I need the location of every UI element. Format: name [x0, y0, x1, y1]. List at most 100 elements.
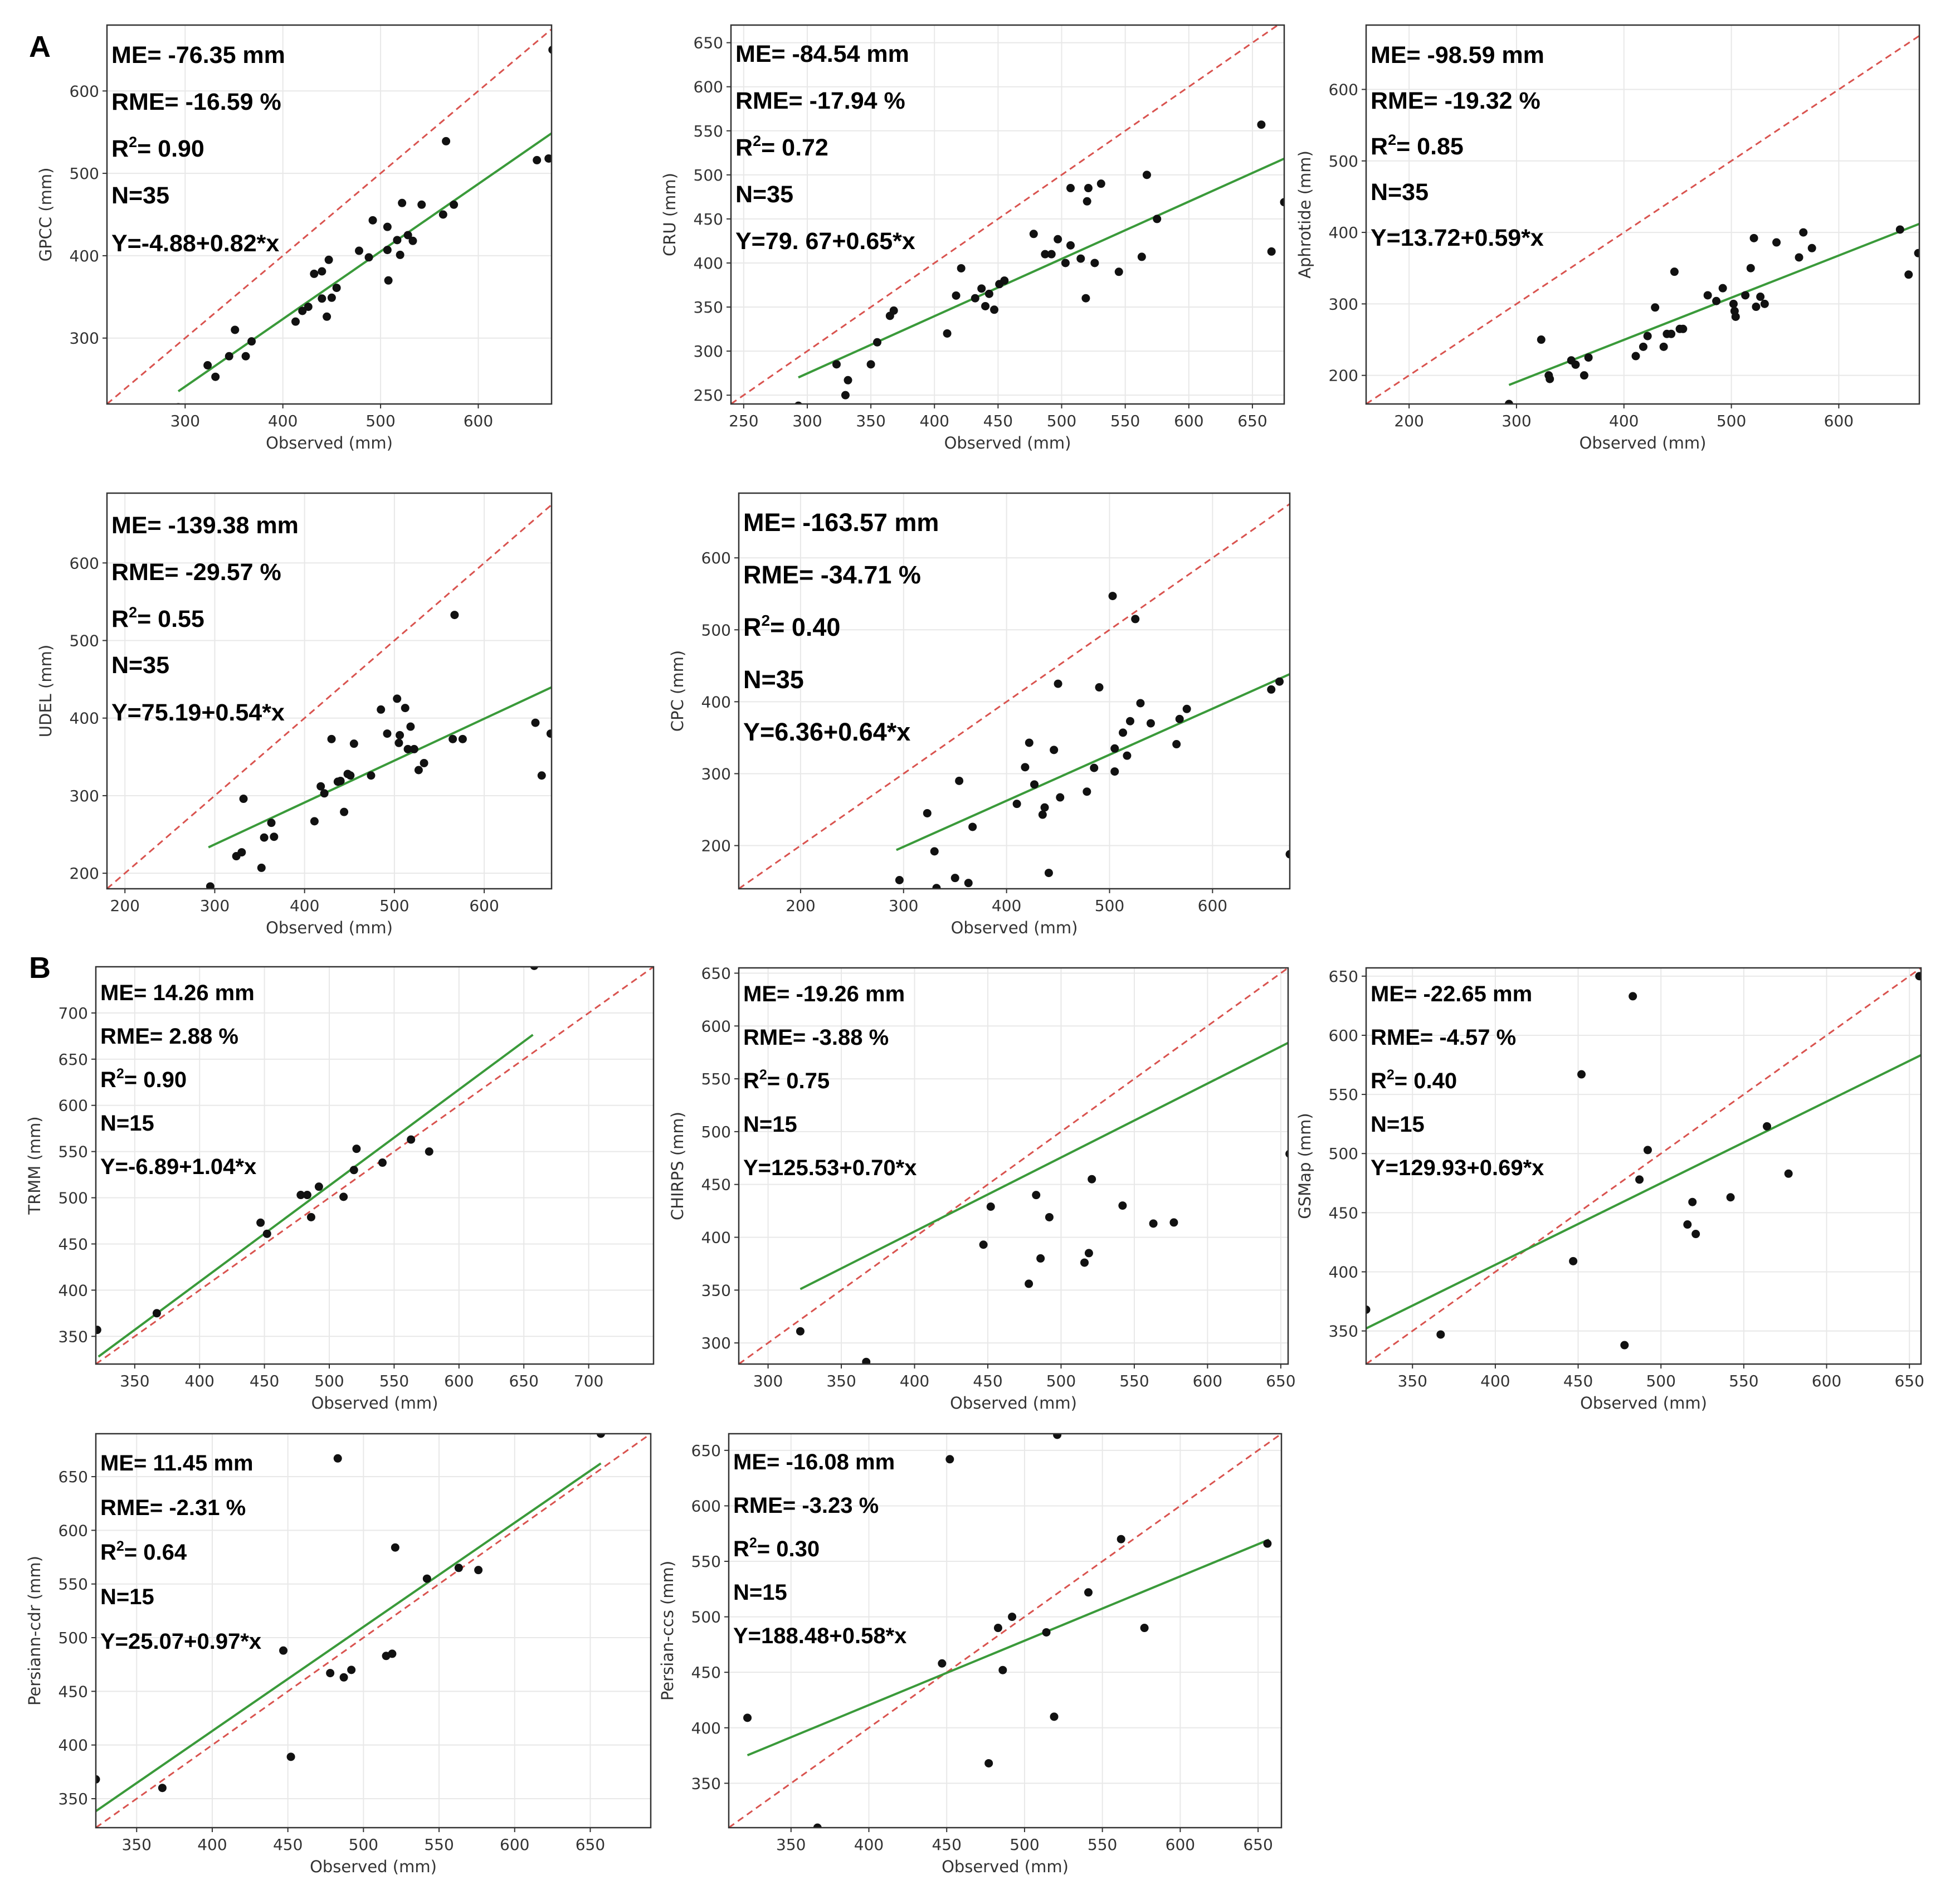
- data-point: [152, 1309, 161, 1318]
- data-point: [393, 236, 402, 245]
- data-point: [955, 776, 964, 785]
- x-tick-label: 500: [1717, 412, 1746, 430]
- data-point: [1036, 1254, 1045, 1263]
- data-point: [1054, 679, 1062, 688]
- subplot-chirps: 300 350 400 450 500 550 600 650 300 350 400 450 500 5…: [668, 964, 1296, 1413]
- x-tick-label: 400: [900, 1372, 929, 1390]
- data-point: [968, 822, 977, 831]
- data-point: [1784, 1169, 1793, 1178]
- one-to-one-line: [739, 503, 1290, 889]
- data-point: [1136, 699, 1145, 708]
- y-tick-label: 500: [691, 1608, 721, 1627]
- data-point: [1746, 264, 1755, 272]
- y-axis-label: Aphrotide (mm): [1295, 150, 1314, 279]
- data-point: [239, 795, 248, 804]
- y-axis-label: CRU (mm): [660, 173, 679, 256]
- data-point: [398, 198, 407, 207]
- data-point: [1025, 1279, 1034, 1288]
- data-point: [310, 817, 319, 826]
- data-point: [1659, 342, 1668, 351]
- y-tick-label: 600: [70, 82, 99, 100]
- regression-line: [177, 132, 552, 392]
- y-tick-label: 400: [701, 1228, 731, 1246]
- data-point: [1146, 719, 1155, 728]
- x-tick-label: 200: [110, 897, 140, 915]
- data-point: [417, 200, 426, 209]
- data-point: [932, 884, 941, 889]
- data-point: [256, 1218, 265, 1227]
- x-axis-label: Observed (mm): [266, 918, 393, 937]
- x-tick-label: 250: [729, 412, 758, 430]
- data-point: [930, 847, 939, 856]
- data-point: [1056, 793, 1065, 802]
- data-point: [1749, 233, 1758, 242]
- stat-me: ME= 11.45 mm: [100, 1451, 254, 1476]
- y-tick-label: 450: [58, 1235, 88, 1253]
- data-point: [938, 1659, 947, 1668]
- data-point: [1914, 249, 1919, 257]
- y-axis-label: Persian-ccs (mm): [658, 1561, 677, 1701]
- data-point: [1175, 714, 1184, 723]
- y-tick-label: 200: [1329, 367, 1358, 385]
- data-point: [1053, 1434, 1062, 1439]
- x-tick-label: 600: [1824, 412, 1854, 430]
- x-tick-label: 450: [973, 1372, 1002, 1390]
- y-tick-label: 350: [58, 1790, 88, 1808]
- stat-rme: RME= -4.57 %: [1371, 1025, 1516, 1050]
- data-point: [1047, 250, 1056, 259]
- y-tick-label: 600: [1329, 1026, 1358, 1045]
- one-to-one-line: [96, 1434, 651, 1828]
- x-tick-label: 650: [1243, 1835, 1273, 1854]
- data-point: [1795, 253, 1803, 262]
- x-axis-label: Observed (mm): [1580, 434, 1707, 452]
- data-point: [1577, 1070, 1586, 1079]
- y-tick-label: 700: [58, 1004, 88, 1022]
- y-tick-label: 500: [58, 1189, 88, 1207]
- data-point: [1504, 400, 1513, 404]
- data-point: [383, 729, 392, 738]
- data-point: [450, 200, 459, 209]
- stat-rme: RME= -19.32 %: [1371, 87, 1540, 114]
- data-point: [237, 848, 246, 857]
- x-tick-label: 700: [574, 1372, 603, 1390]
- stat-equation: Y=6.36+0.64*x: [743, 718, 910, 746]
- data-point: [1081, 294, 1090, 303]
- data-point: [324, 255, 333, 264]
- stat-n: N=35: [735, 181, 793, 208]
- stat-rme: RME= -2.31 %: [100, 1496, 246, 1520]
- data-point: [396, 731, 404, 739]
- data-point: [1137, 252, 1146, 261]
- x-tick-label: 650: [1266, 1372, 1295, 1390]
- data-point: [1752, 303, 1761, 311]
- stat-n: N=35: [111, 182, 169, 209]
- y-tick-label: 600: [1329, 80, 1358, 99]
- x-tick-label: 300: [753, 1372, 783, 1390]
- data-point: [1084, 184, 1093, 193]
- data-point: [339, 1673, 348, 1682]
- stat-me: ME= -139.38 mm: [111, 512, 299, 539]
- stat-rme: RME= -17.94 %: [735, 87, 905, 114]
- regression-line: [208, 686, 552, 849]
- y-tick-label: 450: [694, 210, 723, 228]
- data-point: [1032, 1191, 1041, 1200]
- data-point: [1762, 1122, 1771, 1131]
- data-point: [339, 1192, 348, 1201]
- data-point: [425, 1147, 433, 1156]
- plot-area: [96, 1434, 651, 1828]
- data-point: [298, 306, 307, 315]
- data-point: [310, 269, 319, 278]
- plot-area: [107, 504, 552, 889]
- data-point: [1285, 1150, 1288, 1158]
- data-point: [546, 729, 552, 738]
- data-point: [1172, 740, 1181, 749]
- data-point: [1142, 171, 1151, 179]
- stat-rme: RME= 2.88 %: [100, 1024, 238, 1049]
- y-tick-label: 400: [1329, 1263, 1358, 1281]
- data-point: [1569, 1257, 1578, 1265]
- x-tick-label: 400: [268, 412, 298, 430]
- y-tick-label: 400: [691, 1719, 721, 1737]
- y-tick-label: 450: [58, 1682, 88, 1701]
- data-point: [206, 882, 214, 889]
- data-point: [1799, 228, 1808, 237]
- subplot-udel: 200 300 400 500 600 200 300 400 500 600 Observed (…: [36, 492, 553, 937]
